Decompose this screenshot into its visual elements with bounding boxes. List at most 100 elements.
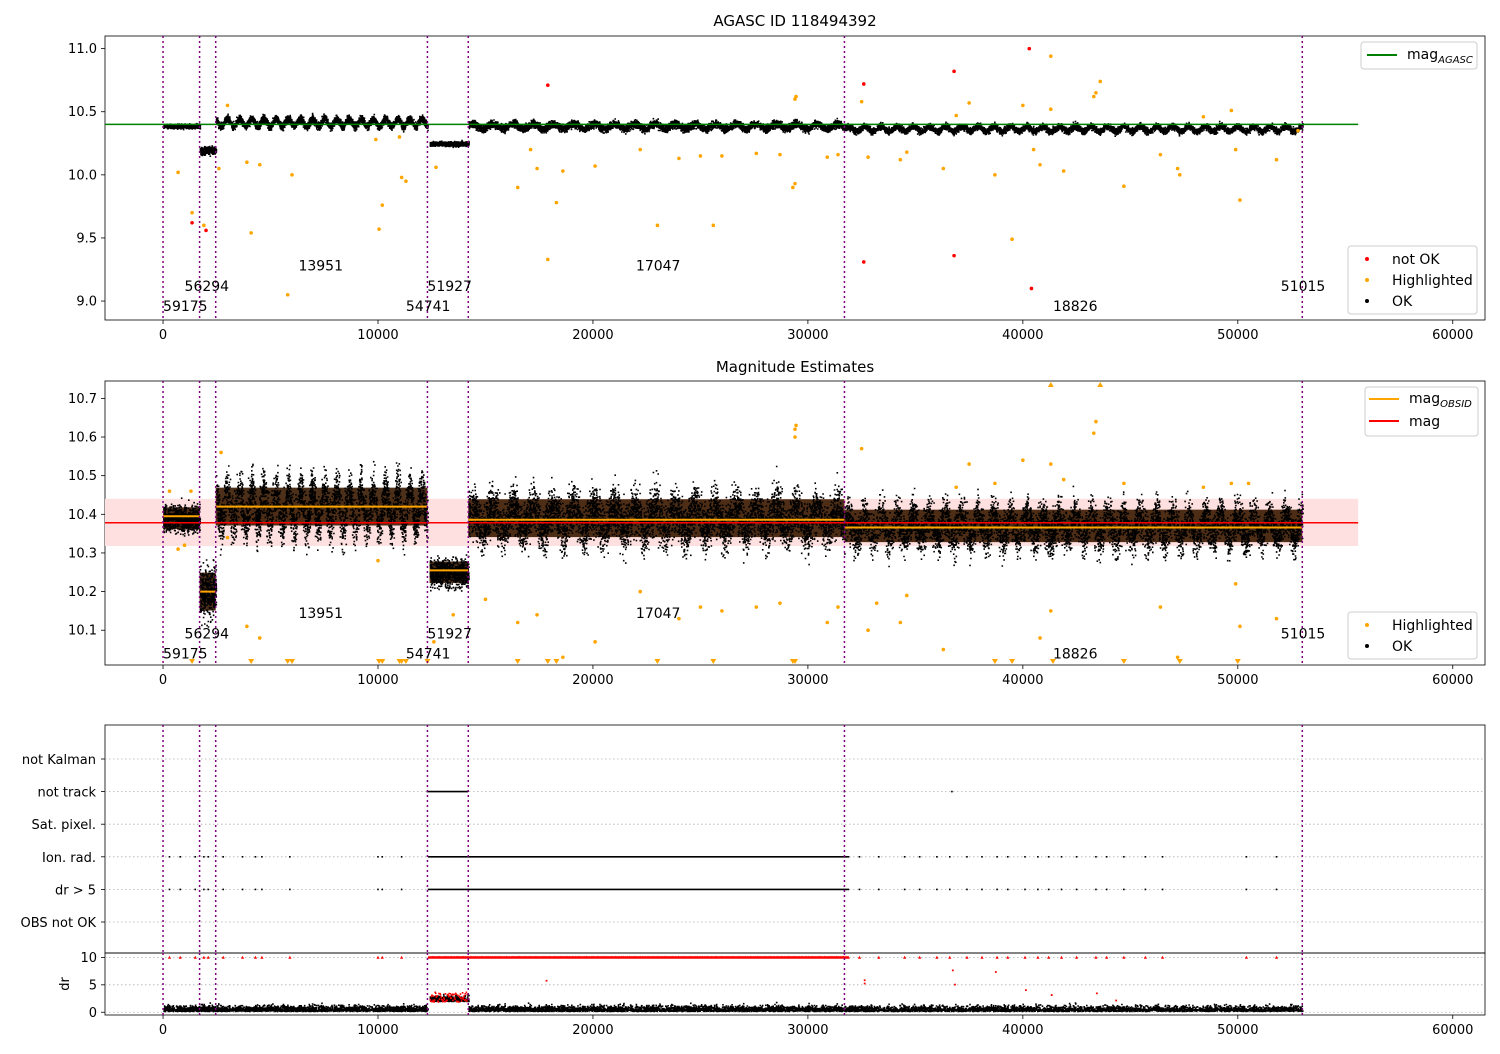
top-highlighted-point-14: [399, 175, 404, 180]
top-highlighted-point-2: [202, 223, 206, 228]
mid-clipped-low-marker-8: [402, 659, 409, 664]
mid-ytick-label-5: 10.6: [68, 431, 97, 446]
top-highlighted-point-55: [1098, 79, 1103, 84]
top-highlighted-point-10: [374, 137, 378, 142]
mid-clipped-low-marker-20: [1120, 659, 1127, 664]
dr-xtick-label-5: 50000: [1217, 1023, 1258, 1038]
mid-highlighted-point-15: [593, 640, 597, 644]
mid-highlighted-point-11: [483, 597, 488, 602]
legend-not-ok-marker: [1365, 257, 1369, 261]
top-highlighted-point-28: [711, 223, 716, 228]
top-highlighted-point-54: [1094, 91, 1098, 95]
top-highlighted-point-60: [1201, 114, 1206, 119]
dr-ytick-label-0: 0: [89, 1006, 97, 1021]
top-highlighted-point-6: [249, 231, 253, 235]
mid-ytick-label-0: 10.1: [68, 624, 97, 639]
top-ok-cloud-2: [215, 112, 429, 133]
legend-ok-label: OK: [1392, 294, 1413, 310]
top-not-ok-point-0: [190, 221, 194, 225]
top-highlighted-point-27: [698, 154, 703, 158]
flags-dr-gt5-points: [168, 888, 1278, 891]
top-xtick-label-4: 40000: [1002, 328, 1043, 343]
top-highlighted-point-59: [1177, 173, 1182, 177]
mid-ytick-label-4: 10.5: [68, 469, 97, 484]
legend-highlighted-marker: [1365, 278, 1369, 282]
dr-xtick-label-6: 60000: [1432, 1023, 1473, 1038]
top-obsid-label-5: 17047: [636, 259, 681, 275]
top-highlighted-point-58: [1175, 166, 1180, 171]
mid-obsid-label-5: 17047: [636, 606, 681, 622]
mid-xtick-label-5: 50000: [1217, 673, 1258, 688]
top-highlighted-point-15: [404, 179, 408, 183]
top-highlighted-point-52: [1061, 169, 1066, 173]
mid-highlighted-point-22: [793, 427, 797, 432]
top-highlighted-point-56: [1122, 184, 1126, 189]
mid-highlighted-point-37: [1038, 636, 1042, 640]
top-highlighted-point-45: [993, 173, 997, 177]
top-highlighted-point-21: [554, 200, 559, 205]
mid-clipped-low-marker-12: [553, 659, 560, 664]
mid-clipped-low-marker-19: [1049, 659, 1056, 664]
flags-row-label-2: Sat. pixel.: [32, 818, 96, 833]
top-not-ok-point-4: [861, 260, 866, 264]
mid-highlighted-point-8: [376, 558, 380, 563]
mid-xtick-label-3: 30000: [787, 673, 828, 688]
mid-xtick-label-6: 60000: [1432, 673, 1473, 688]
mid-highlighted-point-17: [677, 616, 681, 621]
top-highlighted-point-19: [535, 166, 539, 171]
top-obsid-label-4: 51927: [427, 279, 472, 295]
top-not-ok-point-3: [861, 82, 866, 86]
top-highlighted-point-49: [1038, 162, 1042, 167]
top-highlighted-point-44: [967, 101, 971, 105]
mid-ytick-label-3: 10.4: [68, 508, 97, 523]
mid-highlighted-point-36: [1021, 458, 1025, 463]
top-ytick-label-4: 11.0: [68, 42, 97, 57]
mid-highlighted-point-30: [898, 620, 903, 625]
mid-clipped-low-marker-21: [1176, 659, 1183, 664]
mid-obsid-label-3: 54741: [406, 646, 451, 662]
top-highlighted-point-20: [546, 257, 550, 262]
mid-highlighted-point-2: [182, 543, 187, 548]
mid-obsid-label-1: 56294: [185, 626, 230, 642]
mid-highlighted-point-35: [993, 481, 997, 486]
mid-clipped-low-marker-18: [1009, 659, 1016, 664]
top-highlighted-point-38: [859, 99, 864, 104]
mid-highlighted-point-6: [245, 624, 249, 629]
top-xtick-label-6: 60000: [1432, 328, 1473, 343]
mid-obsid-label-4: 51927: [427, 626, 472, 642]
top-ytick-label-2: 10.0: [68, 168, 97, 183]
mid-obsid-label-7: 51015: [1281, 626, 1326, 642]
top-highlighted-point-32: [791, 185, 795, 190]
top-highlighted-point-51: [1048, 54, 1053, 58]
legend-mid-highlighted-marker: [1365, 623, 1369, 627]
mid-highlighted-point-33: [954, 485, 959, 490]
top-obsid-label-6: 18826: [1053, 299, 1098, 315]
top-xtick-label-1: 10000: [357, 328, 398, 343]
top-ok-cloud-3: [429, 139, 470, 149]
top-highlighted-point-46: [1010, 237, 1014, 242]
mid-highlighted-point-10: [451, 612, 456, 617]
legend-mag-label: mag: [1409, 414, 1440, 430]
top-ytick-label-1: 9.5: [76, 231, 97, 246]
mid-highlighted-point-26: [836, 605, 840, 609]
dr-xtick-label-1: 10000: [357, 1023, 398, 1038]
dr-ok-points: [163, 993, 1304, 1013]
top-highlighted-point-57: [1158, 152, 1163, 157]
mid-xtick-label-4: 40000: [1002, 673, 1043, 688]
mid-clipped-low-marker-0: [189, 659, 196, 664]
top-highlighted-point-7: [257, 162, 262, 167]
top-panel-title: AGASC ID 118494392: [713, 12, 876, 30]
mid-legend-points: Highlighted OK: [1347, 611, 1478, 660]
mid-clipped-low-marker-5: [379, 659, 386, 664]
top-highlighted-point-36: [825, 155, 830, 159]
top-highlighted-point-18: [528, 147, 533, 152]
top-highlighted-point-65: [1296, 128, 1300, 133]
top-highlighted-point-42: [941, 166, 946, 171]
top-highlighted-point-64: [1274, 157, 1279, 162]
mid-highlighted-point-31: [904, 593, 909, 598]
mid-obsid-label-2: 13951: [298, 606, 343, 622]
mid-ok-cloud-1: [199, 559, 218, 628]
top-highlighted-point-29: [720, 154, 724, 158]
mid-highlighted-point-41: [1091, 431, 1096, 435]
mid-clipped-low-marker-16: [792, 659, 798, 664]
